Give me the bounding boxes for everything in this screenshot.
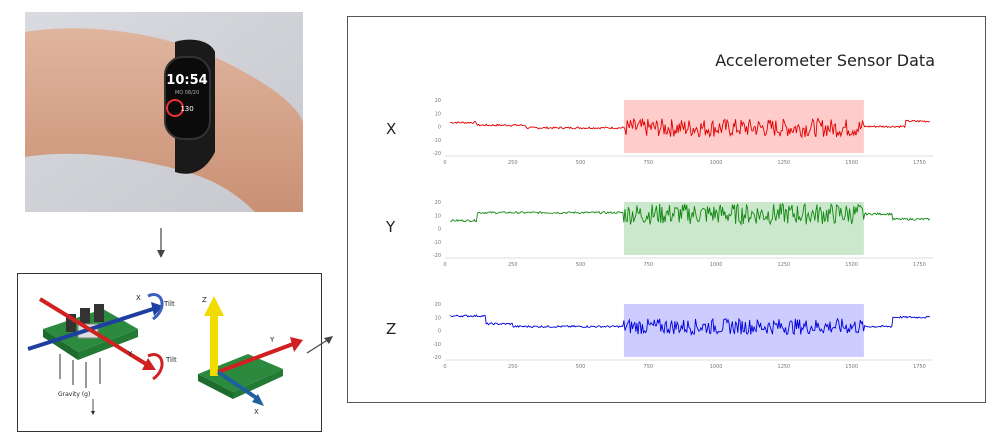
axis-y-label: Y [127,350,133,358]
highlight-region [623,304,864,357]
x-tick-label: 750 [644,160,654,166]
chart-title: Accelerometer Sensor Data [715,51,935,70]
y-tick-label: -10 [433,342,441,348]
series-line-x [450,117,930,139]
y-tick-label: -20 [433,355,441,361]
x-tick-label: 1250 [778,160,791,166]
y-tick-label: 0 [438,125,441,131]
chart-panel: Accelerometer Sensor Data X Y Z 20 10 0 -10… [347,16,986,403]
axis-z-label-2: Z [202,296,207,304]
tilt-label-2: Tilt [165,356,177,364]
y-tick-label: 10 [435,315,441,321]
y-tick-label: -20 [433,151,441,157]
tilt-label-1: Tilt [163,300,175,308]
x-tick-label: 750 [644,262,654,268]
x-tick-label: 1750 [913,364,926,370]
x-tick-label: 1500 [845,160,858,166]
x-tick-label: 1250 [778,364,791,370]
x-tick-label: 1500 [845,364,858,370]
y-tick-label: -10 [433,138,441,144]
y-tick-label: 20 [435,98,441,104]
down-arrow-icon [157,228,165,258]
x-tick-label: 1500 [845,262,858,268]
y-tick-label: -10 [433,240,441,246]
label-z: Z [386,320,397,338]
y-tick-label: 10 [435,213,441,219]
y-tick-label: -20 [433,253,441,259]
highlight-region [623,202,864,255]
x-tick-label: 500 [576,262,586,268]
diagonal-arrow-icon [306,336,333,354]
x-tick-label: 250 [508,262,518,268]
axis-x-label-2: X [254,408,259,416]
axis-x-label: X [136,294,141,302]
series-line-z [450,314,931,337]
y-tick-label: 10 [435,111,441,117]
x-tick-label: 1750 [913,160,926,166]
axis-y-label-2: Y [269,336,275,344]
x-tick-label: 1000 [710,262,723,268]
watch-time: 10:54 [166,73,207,88]
x-tick-label: 1750 [913,262,926,268]
x-tick-label: 0 [443,160,446,166]
y-tick-label: 0 [438,227,441,233]
y-tick-label: 20 [435,302,441,308]
y-tick-label: 20 [435,200,441,206]
label-y: Y [386,218,396,236]
x-tick-label: 500 [576,364,586,370]
highlight-region [623,100,864,153]
x-tick-label: 500 [576,160,586,166]
x-tick-label: 1000 [710,364,723,370]
gravity-label: Gravity (g) [58,391,90,398]
x-tick-label: 1250 [778,262,791,268]
x-tick-label: 1000 [710,160,723,166]
series-line-y [450,202,931,226]
x-tick-label: 750 [644,364,654,370]
x-tick-label: 250 [508,364,518,370]
x-tick-label: 0 [443,262,446,268]
watch-date: MO 08/20 [175,90,199,96]
x-tick-label: 250 [508,160,518,166]
y-tick-label: 0 [438,329,441,335]
watch-steps: 130 [180,105,193,113]
label-x: X [386,120,397,138]
accelerometer-sensor-diagram: X Tilt Y Tilt Gravity (g) Z Y X [17,273,322,432]
x-tick-label: 0 [443,364,446,370]
smartwatch-photo: 10:54 MO 08/20 130 [25,12,303,212]
